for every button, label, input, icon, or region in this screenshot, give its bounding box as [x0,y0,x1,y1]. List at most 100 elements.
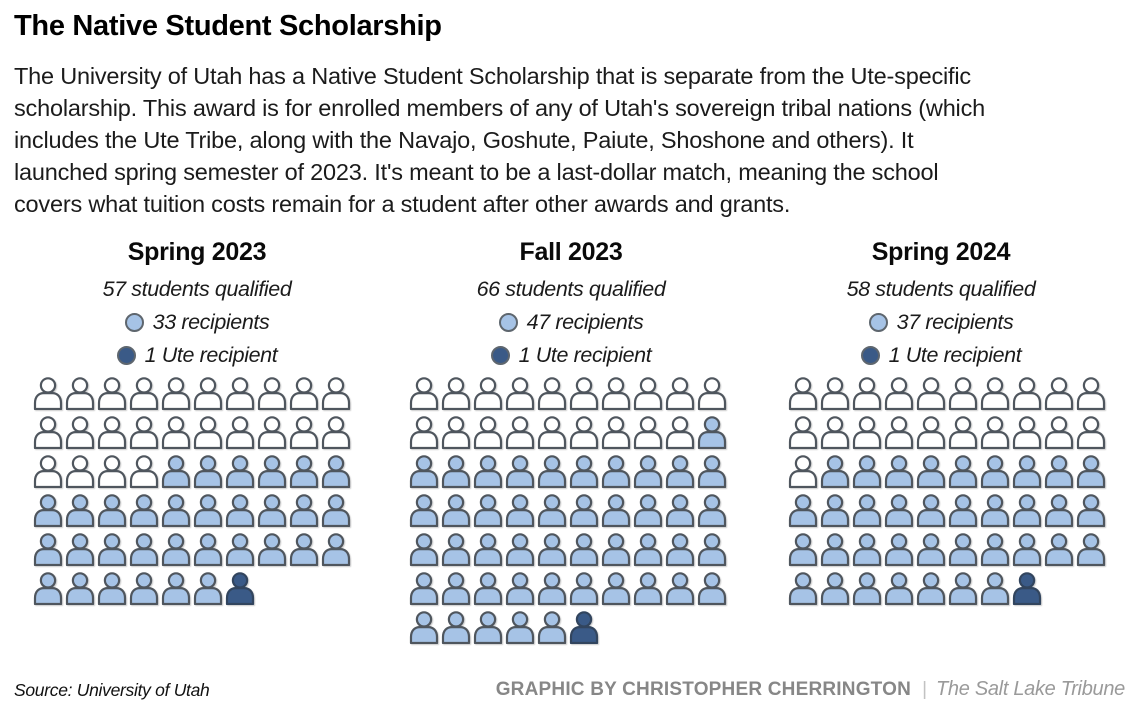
person-icon [665,455,695,488]
person-icon [505,416,535,449]
person-icon [161,416,191,449]
person-icon [193,572,223,605]
person-icon [225,455,255,488]
person-icon [161,572,191,605]
person-icon [225,377,255,410]
person-icon [409,416,439,449]
person-icon [33,377,63,410]
person-icon [257,494,287,527]
person-icon [97,572,127,605]
person-icon [257,533,287,566]
person-icon [788,455,818,488]
person-icon [820,416,850,449]
person-icon [884,377,914,410]
person-icon [916,572,946,605]
person-icon [537,572,567,605]
person-icon [225,494,255,527]
person-icon [537,377,567,410]
intro-line: launched spring semester of 2023. It's m… [14,159,939,185]
person-icon [633,494,663,527]
person-icon [441,455,471,488]
person-icon [193,494,223,527]
ute-swatch-icon [860,346,880,365]
person-icon [289,416,319,449]
person-icon [601,455,631,488]
intro-paragraph: The University of Utah has a Native Stud… [14,60,1129,220]
person-icon [161,533,191,566]
graphic-credit: GRAPHIC BY CHRISTOPHER CHERRINGTON [495,679,912,700]
person-icon [948,494,978,527]
person-icon [569,494,599,527]
person-icon [505,611,535,644]
person-icon [788,572,818,605]
intro-line: covers what tuition costs remain for a s… [14,191,791,217]
person-icon [537,533,567,566]
person-icon [1012,572,1042,605]
person-icon [193,533,223,566]
person-icon [665,533,695,566]
person-icon [225,416,255,449]
legend-row-recipients: 37 recipients [756,310,1126,335]
person-icon [409,533,439,566]
person-icon [441,572,471,605]
person-icon [569,416,599,449]
person-icon [884,416,914,449]
legend-label-ute: 1 Ute recipient [518,343,652,367]
person-icon [537,611,567,644]
person-icon [980,572,1010,605]
person-icon [409,494,439,527]
person-icon [601,416,631,449]
person-icon [1044,377,1074,410]
person-icon [97,377,127,410]
person-icon [193,377,223,410]
person-icon [321,377,351,410]
publication-name: The Salt Lake Tribune [936,678,1125,700]
source-note: Source: University of Utah [14,680,210,700]
person-icon [65,455,95,488]
person-icon [569,533,599,566]
person-icon [1076,416,1106,449]
person-icon [601,533,631,566]
person-icon [852,377,882,410]
person-icon [820,533,850,566]
person-icon [697,416,727,449]
person-icon [33,533,63,566]
intro-line: scholarship. This award is for enrolled … [14,95,986,121]
semester-title: Spring 2024 [871,238,1011,266]
person-icon [697,572,727,605]
person-icon [697,533,727,566]
person-icon [852,416,882,449]
person-icon [409,611,439,644]
person-icon [257,377,287,410]
person-icon [601,572,631,605]
person-icon [33,455,63,488]
person-icon [980,416,1010,449]
ute-swatch-icon [490,346,510,365]
person-icon [569,377,599,410]
person-icon [1012,455,1042,488]
person-icon [97,455,127,488]
legend-label-recipients: 47 recipients [526,310,644,334]
person-icon [225,572,255,605]
person-icon [820,455,850,488]
person-icon [1012,377,1042,410]
person-icon [948,572,978,605]
person-icon [505,572,535,605]
person-icon [633,377,663,410]
person-icon [65,572,95,605]
qualified-count: 58 students qualified [846,277,1036,301]
person-icon [1076,533,1106,566]
person-icon [161,377,191,410]
person-icon [129,494,159,527]
person-icon [1012,494,1042,527]
ute-swatch-icon [116,346,136,365]
person-icon [948,455,978,488]
person-icon [665,416,695,449]
person-icon [97,494,127,527]
person-icon [289,455,319,488]
person-icon [505,494,535,527]
person-icon [65,494,95,527]
person-icon [129,455,159,488]
person-icon [473,611,503,644]
person-icon [569,611,599,644]
